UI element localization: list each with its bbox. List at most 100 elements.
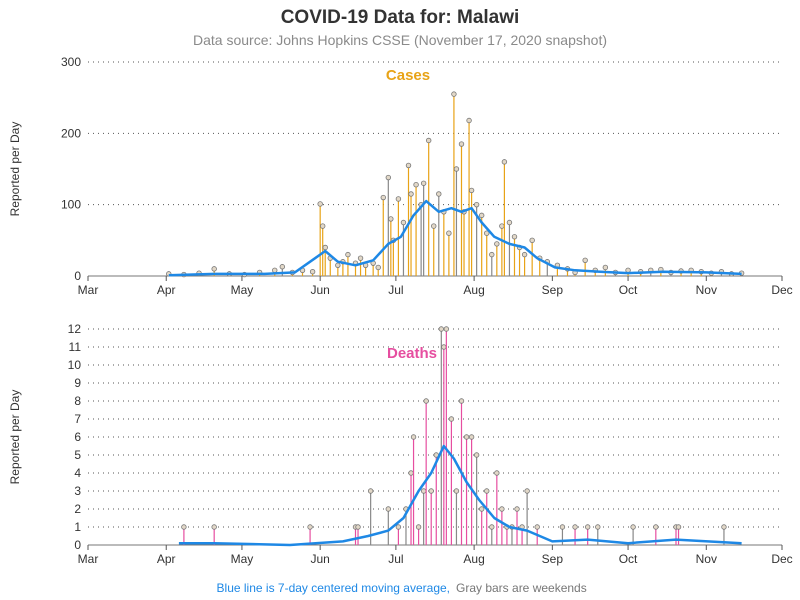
data-point bbox=[357, 255, 364, 261]
x-tick-label: Apr bbox=[157, 552, 176, 566]
data-point bbox=[463, 434, 470, 440]
data-point bbox=[595, 524, 601, 530]
data-point bbox=[405, 162, 412, 169]
data-point bbox=[335, 262, 341, 268]
data-point bbox=[534, 524, 540, 530]
data-point bbox=[489, 251, 495, 258]
moving-average-line bbox=[168, 199, 742, 277]
chart-title: COVID-19 Data for: Malawi bbox=[281, 7, 520, 28]
data-point bbox=[345, 251, 351, 258]
data-point bbox=[514, 506, 520, 512]
data-point bbox=[484, 488, 490, 494]
x-tick-label: Mar bbox=[78, 552, 99, 566]
data-point bbox=[521, 251, 528, 258]
data-point bbox=[367, 488, 374, 494]
data-point bbox=[448, 416, 455, 422]
data-point bbox=[529, 237, 535, 244]
data-point bbox=[309, 269, 316, 275]
data-point bbox=[279, 264, 286, 270]
data-point bbox=[484, 230, 490, 236]
panel-label: Deaths bbox=[387, 345, 437, 362]
data-point bbox=[413, 181, 419, 188]
y-tick-label: 300 bbox=[61, 55, 81, 69]
data-point bbox=[478, 212, 485, 219]
data-point bbox=[385, 174, 392, 181]
y-tick-label: 6 bbox=[74, 430, 81, 444]
data-point bbox=[388, 216, 394, 222]
data-point bbox=[559, 524, 566, 530]
x-tick-label: Dec bbox=[771, 283, 792, 297]
chart-subtitle: Data source: Johns Hopkins CSSE (Novembe… bbox=[193, 32, 607, 48]
x-tick-label: Apr bbox=[157, 283, 176, 297]
data-point bbox=[458, 141, 465, 147]
x-tick-label: May bbox=[231, 283, 254, 297]
y-tick-label: 5 bbox=[74, 448, 81, 462]
data-point bbox=[511, 234, 518, 240]
data-point bbox=[322, 244, 328, 251]
y-tick-label: 9 bbox=[74, 376, 81, 390]
data-point bbox=[453, 166, 460, 172]
footnote-weekend: Gray bars are weekends bbox=[456, 581, 587, 595]
x-tick-label: Jun bbox=[310, 552, 329, 566]
y-tick-label: 7 bbox=[74, 412, 81, 426]
data-point bbox=[395, 196, 402, 202]
data-point bbox=[499, 223, 505, 229]
data-point bbox=[395, 524, 402, 530]
data-point bbox=[436, 191, 442, 197]
data-point bbox=[602, 264, 609, 271]
data-point bbox=[355, 524, 361, 530]
y-tick-label: 11 bbox=[69, 340, 82, 354]
data-point bbox=[675, 524, 682, 530]
y-tick-label: 100 bbox=[61, 198, 81, 212]
data-point bbox=[499, 506, 505, 512]
data-point bbox=[446, 230, 452, 236]
data-point bbox=[380, 194, 386, 201]
data-point bbox=[272, 267, 278, 273]
footnote-moving-average: Blue line is 7-day centered moving avera… bbox=[217, 581, 450, 595]
data-point bbox=[501, 159, 508, 165]
data-point bbox=[473, 201, 480, 208]
data-point bbox=[468, 434, 475, 440]
data-point bbox=[458, 398, 465, 404]
x-tick-label: Aug bbox=[463, 552, 484, 566]
x-tick-label: Aug bbox=[463, 283, 484, 297]
data-point bbox=[582, 257, 588, 264]
data-point bbox=[494, 470, 500, 476]
data-point bbox=[431, 223, 437, 229]
y-tick-label: 12 bbox=[68, 322, 82, 336]
data-point bbox=[721, 524, 727, 530]
x-tick-label: Oct bbox=[619, 552, 638, 566]
data-point bbox=[466, 117, 472, 124]
y-tick-label: 200 bbox=[61, 126, 81, 140]
panel-label: Cases bbox=[386, 67, 430, 84]
data-point bbox=[653, 524, 659, 530]
x-tick-label: Mar bbox=[78, 283, 99, 297]
moving-average-line bbox=[178, 444, 742, 547]
x-tick-label: Nov bbox=[696, 283, 717, 297]
data-point bbox=[506, 219, 513, 226]
data-point bbox=[420, 488, 427, 494]
data-point bbox=[410, 434, 417, 440]
data-point bbox=[524, 488, 530, 494]
x-tick-label: May bbox=[231, 552, 254, 566]
data-point bbox=[181, 524, 187, 530]
data-point bbox=[572, 524, 578, 530]
y-tick-label: 0 bbox=[74, 538, 81, 552]
data-point bbox=[408, 191, 414, 197]
data-point bbox=[400, 219, 407, 226]
data-point bbox=[317, 201, 323, 207]
data-point bbox=[630, 524, 636, 530]
x-tick-label: Jul bbox=[388, 552, 403, 566]
data-point bbox=[441, 344, 447, 350]
data-point bbox=[428, 488, 434, 494]
x-tick-label: Sep bbox=[542, 283, 564, 297]
x-tick-label: Jul bbox=[388, 283, 403, 297]
data-point bbox=[425, 137, 432, 144]
data-point bbox=[489, 524, 495, 530]
data-point bbox=[438, 326, 445, 332]
x-tick-label: Jun bbox=[310, 283, 329, 297]
data-point bbox=[478, 506, 485, 512]
data-point bbox=[453, 488, 460, 494]
data-point bbox=[451, 91, 457, 97]
